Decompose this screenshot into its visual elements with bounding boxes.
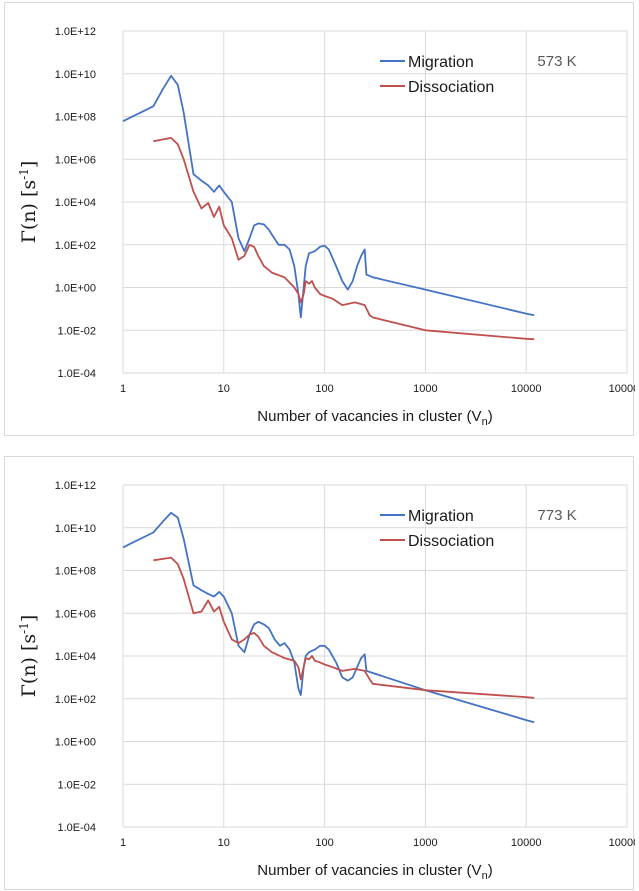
y-tick-label: 1.0E+06 — [55, 154, 96, 166]
x-tick-label: 100 — [315, 837, 333, 849]
temperature-annotation: 773 K — [537, 507, 576, 524]
y-tick-label: 1.0E-02 — [57, 779, 96, 791]
y-tick-label: 1.0E+02 — [55, 694, 96, 706]
x-tick-label: 1 — [120, 383, 126, 395]
series-line-migration — [122, 74, 535, 319]
x-axis-title: Number of vacancies in cluster (Vn) — [257, 408, 492, 428]
y-tick-label: 1.0E+00 — [55, 283, 96, 295]
legend: Migration Dissociation — [380, 508, 494, 550]
y-tick-label: 1.0E+10 — [55, 69, 96, 81]
x-tick-label: 1000 — [413, 383, 437, 395]
temperature-annotation: 573 K — [537, 53, 576, 70]
x-tick-label: 10 — [218, 383, 230, 395]
x-tick-label: 10 — [218, 837, 230, 849]
y-axis-title: Γ(n) [s-1] — [17, 615, 40, 698]
series-line-dissociation — [153, 137, 535, 341]
x-axis-title: Number of vacancies in cluster (Vn) — [257, 862, 492, 882]
y-tick-label: 1.0E+04 — [55, 197, 96, 209]
y-tick-label: 1.0E+10 — [55, 523, 96, 535]
y-axis-title: Γ(n) [s-1] — [17, 161, 40, 244]
x-tick-label: 100 — [315, 383, 333, 395]
grid — [122, 484, 628, 828]
y-tick-label: 1.0E+08 — [55, 566, 96, 578]
y-tick-label: 1.0E+02 — [55, 240, 96, 252]
grid — [122, 30, 628, 374]
series-line-dissociation — [153, 556, 535, 699]
legend: Migration Dissociation — [380, 54, 494, 96]
chart-svg-773K: 1.0E-04 1.0E-02 1.0E+00 1.0E+02 1.0E+04 1.0E+… — [17, 480, 635, 882]
y-tick-label: 1.0E-04 — [57, 368, 96, 380]
y-tick-label: 1.0E-02 — [57, 325, 96, 337]
y-tick-label: 1.0E+04 — [55, 651, 96, 663]
legend-label-migration: Migration — [408, 54, 474, 71]
y-tick-label: 1.0E+08 — [55, 112, 96, 124]
legend-label-migration: Migration — [408, 508, 474, 525]
x-tick-label: 1000 — [413, 837, 437, 849]
x-tick-label: 1 — [120, 837, 126, 849]
x-tick-label: 10000 — [511, 837, 542, 849]
chart-panel-773K: 1.0E-04 1.0E-02 1.0E+00 1.0E+02 1.0E+04 1.0E+… — [4, 456, 635, 890]
y-tick-label: 1.0E-04 — [57, 822, 96, 834]
x-tick-label: 100000 — [609, 837, 635, 849]
x-tick-label: 100000 — [609, 383, 635, 395]
x-tick-label: 10000 — [511, 383, 542, 395]
legend-label-dissociation: Dissociation — [408, 79, 494, 96]
series-line-migration — [122, 511, 535, 724]
y-tick-label: 1.0E+06 — [55, 608, 96, 620]
chart-panel-573K: 1.0E-04 1.0E-02 1.0E+00 1.0E+02 1.0E+04 1.0E+… — [4, 2, 635, 436]
y-tick-label: 1.0E+12 — [55, 26, 96, 38]
legend-label-dissociation: Dissociation — [408, 533, 494, 550]
y-tick-label: 1.0E+12 — [55, 480, 96, 492]
chart-svg-573K: 1.0E-04 1.0E-02 1.0E+00 1.0E+02 1.0E+04 1.0E+… — [17, 26, 635, 428]
y-tick-label: 1.0E+00 — [55, 737, 96, 749]
